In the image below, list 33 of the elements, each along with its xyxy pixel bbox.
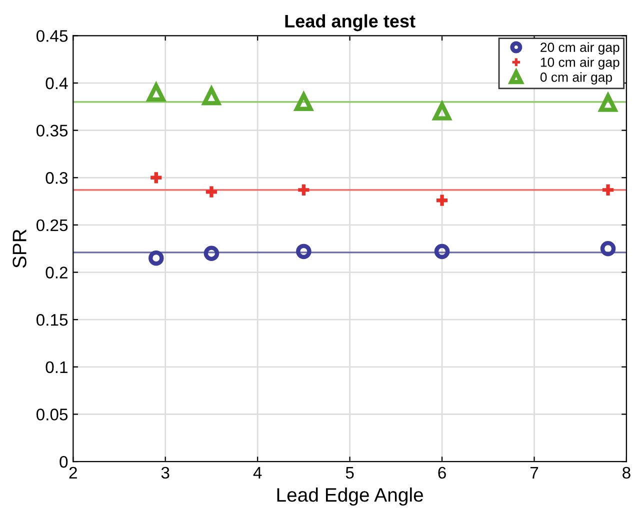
legend-label: 10 cm air gap [540,57,620,70]
x-tick-label: 8 [622,466,630,479]
point [148,250,164,266]
y-tick-label: 0.1 [46,361,68,374]
legend-label: 20 cm air gap [540,42,620,55]
y-axis-title: SPR [12,230,26,268]
legend-label: 0 cm air gap [540,72,612,84]
y-tick-label: 0.05 [36,408,68,420]
point [602,184,614,196]
point [434,244,450,260]
y-tick-label: 0.35 [36,124,68,137]
y-tick-label: 0.4 [46,77,68,90]
y-tick-label: 0.25 [36,219,68,232]
y-tick-label: 0.2 [46,266,68,278]
point [298,184,310,196]
y-tick-label: 0.3 [46,172,68,184]
point [436,194,448,206]
x-tick-label: 6 [438,466,446,479]
chart-title: Lead angle test [285,14,416,32]
y-tick-label: 0.15 [36,314,68,326]
point [296,244,312,260]
y-tick-label: 0.45 [36,30,68,42]
x-tick-label: 2 [69,466,77,478]
x-tick-label: 7 [530,467,538,478]
x-axis-title: Lead Edge Angle [277,488,424,506]
point [206,186,218,198]
x-tick-label: 5 [346,467,354,479]
point [600,240,616,256]
x-tick-label: 4 [253,467,262,478]
point [204,246,220,261]
point [150,172,162,184]
y-tick-label: 0 [60,456,68,468]
x-tick-label: 3 [161,466,170,479]
